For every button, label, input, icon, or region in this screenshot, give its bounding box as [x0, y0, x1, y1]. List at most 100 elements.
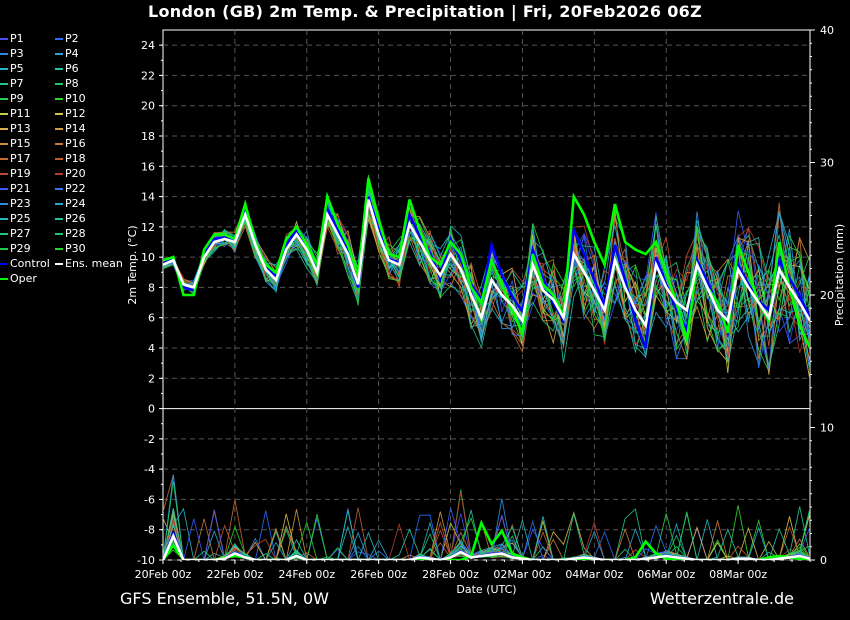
date-tick-label: 22Feb 00z	[207, 568, 264, 581]
member-precip-line	[163, 507, 810, 560]
date-tick-label: 08Mar 00z	[709, 568, 767, 581]
legend-label: P5	[10, 62, 24, 75]
legend-label: P2	[65, 32, 79, 45]
member-precip-line	[163, 474, 810, 560]
ens-mean-temp-line	[163, 199, 810, 329]
legend-swatch	[0, 218, 8, 220]
temp-tick-label: -2	[144, 433, 155, 446]
legend-label: P22	[65, 182, 86, 195]
temp-tick-label: 22	[141, 69, 155, 82]
legend-swatch	[55, 218, 63, 220]
site-credit: Wetterzentrale.de	[649, 589, 794, 608]
legend-label: P4	[65, 47, 79, 60]
legend-label: P16	[65, 137, 86, 150]
legend-swatch	[0, 188, 8, 190]
legend-label: P29	[10, 242, 31, 255]
legend-label: P6	[65, 62, 79, 75]
legend-label: P28	[65, 227, 86, 240]
legend-label: P30	[65, 242, 86, 255]
member-temp-line	[163, 190, 810, 343]
temp-tick-label: 6	[148, 312, 155, 325]
date-tick-label: 28Feb 00z	[422, 568, 479, 581]
x-axis-label: Date (UTC)	[456, 583, 516, 596]
legend-swatch	[0, 83, 8, 85]
precip-tick-label: 30	[820, 157, 834, 170]
temp-tick-label: 10	[141, 251, 155, 264]
legend-swatch	[0, 68, 8, 70]
legend-swatch	[55, 98, 63, 100]
legend-label: P15	[10, 137, 31, 150]
legend-swatch	[55, 53, 63, 55]
ens-mean-precip-line	[163, 532, 810, 560]
legend-label: P25	[10, 212, 31, 225]
legend-swatch	[0, 143, 8, 145]
legend-swatch	[55, 203, 63, 205]
date-tick-label: 24Feb 00z	[278, 568, 335, 581]
temp-tick-label: 8	[148, 281, 155, 294]
legend-label: Ens. mean	[65, 257, 123, 270]
oper-precip-line	[163, 519, 810, 560]
legend-swatch	[0, 173, 8, 175]
legend-label: P10	[65, 92, 86, 105]
control-temp-line	[163, 196, 810, 349]
temp-tick-label: 12	[141, 221, 155, 234]
chart-title: London (GB) 2m Temp. & Precipitation | F…	[148, 2, 702, 21]
legend-swatch	[55, 173, 63, 175]
temp-tick-label: 16	[141, 160, 155, 173]
legend-label: P8	[65, 77, 79, 90]
date-tick-label: 02Mar 00z	[493, 568, 551, 581]
temp-tick-label: 24	[141, 39, 155, 52]
legend-swatch	[55, 128, 63, 130]
legend-swatch	[0, 203, 8, 205]
precip-tick-label: 0	[820, 554, 827, 567]
temp-tick-label: 20	[141, 100, 155, 113]
temp-tick-label: -10	[137, 554, 155, 567]
temp-tick-label: -4	[144, 463, 155, 476]
member-precip-line	[163, 507, 810, 560]
precip-tick-label: 20	[820, 289, 834, 302]
temp-tick-label: 14	[141, 191, 155, 204]
legend-label: Control	[10, 257, 50, 270]
legend-swatch	[55, 143, 63, 145]
legend-swatch	[0, 278, 8, 280]
temp-tick-label: 4	[148, 342, 155, 355]
legend-swatch	[0, 38, 8, 40]
legend-swatch	[55, 158, 63, 160]
legend-label: P12	[65, 107, 86, 120]
precip-tick-label: 10	[820, 422, 834, 435]
legend-swatch	[0, 128, 8, 130]
date-tick-label: 20Feb 00z	[135, 568, 192, 581]
date-tick-label: 04Mar 00z	[565, 568, 623, 581]
legend-label: P27	[10, 227, 31, 240]
legend-label: P13	[10, 122, 31, 135]
legend-label: P9	[10, 92, 24, 105]
legend-label: P19	[10, 167, 31, 180]
legend-swatch	[0, 53, 8, 55]
legend-label: P14	[65, 122, 86, 135]
temp-tick-label: 2	[148, 372, 155, 385]
legend-label: P20	[65, 167, 86, 180]
legend-swatch	[55, 188, 63, 190]
member-temp-line	[163, 184, 810, 350]
legend-swatch	[55, 248, 63, 250]
y-axis-label-precip: Precipitation (mm)	[833, 224, 846, 326]
legend-label: P3	[10, 47, 24, 60]
member-precip-line	[163, 518, 810, 560]
legend-label: P7	[10, 77, 24, 90]
legend-swatch	[0, 113, 8, 115]
legend-label: P11	[10, 107, 31, 120]
legend-label: Oper	[10, 272, 37, 285]
legend-label: P26	[65, 212, 86, 225]
y-axis-label-temp: 2m Temp. (°C)	[126, 225, 139, 304]
legend-label: P17	[10, 152, 31, 165]
date-tick-label: 06Mar 00z	[637, 568, 695, 581]
legend-label: P24	[65, 197, 86, 210]
legend-swatch	[0, 158, 8, 160]
temp-tick-label: 0	[148, 403, 155, 416]
model-info: GFS Ensemble, 51.5N, 0W	[120, 589, 329, 608]
legend-swatch	[55, 68, 63, 70]
legend-swatch	[55, 233, 63, 235]
temp-tick-label: -8	[144, 524, 155, 537]
legend-swatch	[55, 263, 63, 265]
